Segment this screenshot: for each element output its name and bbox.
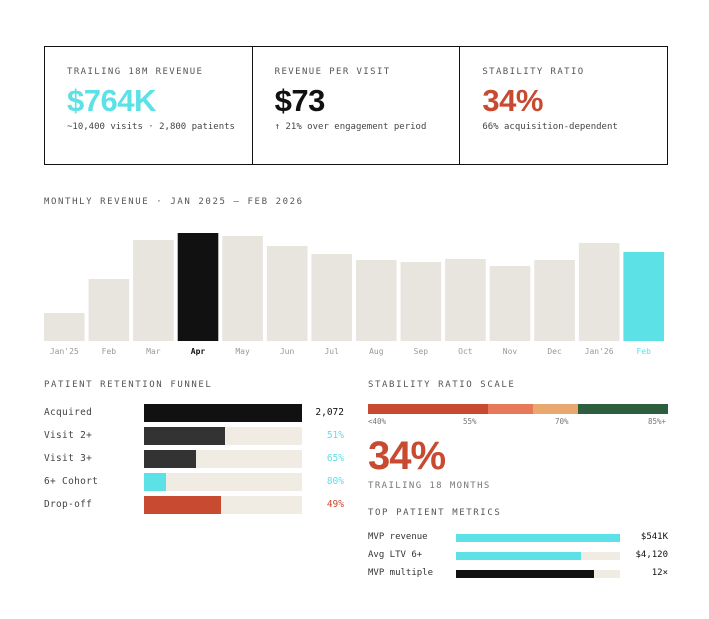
bar-Oct [445,259,486,341]
funnel-bar [144,404,302,422]
bar-Aug [356,260,397,341]
tick-label: Mar [146,347,161,356]
funnel-label: Drop-off [44,499,93,510]
metric-track [456,534,620,542]
funnel-row: Visit 2+ 51% [44,427,354,445]
metrics-title: TOP PATIENT METRICS [368,508,502,518]
kpi-stability-ratio: STABILITY RATIO 34% 66% acquisition-depe… [460,47,667,164]
kpi-label: STABILITY RATIO [482,67,585,77]
funnel-bar [144,450,197,468]
kpi-sub: 66% acquisition-dependent [482,122,618,132]
funnel-label: 6+ Cohort [44,476,99,487]
kpi-revenue-per-visit: REVENUE PER VISIT $73 ↑ 21% over engagem… [253,47,461,164]
metric-label: MVP revenue [368,532,428,542]
tick-label: Jan'25 [50,347,79,356]
bar-Jan'26 [578,243,620,341]
kpi-sub: ↑ 21% over engagement period [274,122,427,132]
metric-row: MVP multiple 12× [368,568,668,580]
tick-label: Nov [503,347,518,356]
bar-Feb [623,252,664,341]
bar-Jun [266,246,308,341]
kpi-value: $73 [274,83,326,118]
funnel-row: Drop-off 49% [44,496,354,514]
funnel-bar [144,496,222,514]
metric-bar [456,570,594,578]
funnel-track [144,473,302,491]
scale-segment [533,404,578,414]
metric-bar [456,552,581,560]
bar-Sep [400,262,442,341]
funnel-bar [144,473,167,491]
funnel-label: Visit 3+ [44,453,93,464]
funnel-label: Acquired [44,407,93,418]
tick-label: Aug [369,347,384,356]
scale-tick: <40% [368,417,387,426]
kpi-value: $764K [67,83,156,118]
scale-segment [368,404,488,414]
funnel-value: 80% [326,476,344,487]
tick-label: Apr [191,347,206,356]
tick-label: Dec [547,347,562,356]
funnel-bar [144,427,225,445]
metric-value: $4,120 [635,550,668,560]
tick-label: May [235,347,250,356]
kpi-value: 34% [482,83,543,118]
metric-track [456,570,620,578]
funnel-row: 6+ Cohort 80% [44,473,354,491]
funnel-row: Acquired 2,072 [44,404,354,422]
bar-Mar [133,240,174,341]
stability-scale-bar [368,404,668,414]
tick-label: Sep [414,347,429,356]
funnel-label: Visit 2+ [44,430,93,441]
metric-label: Avg LTV 6+ [368,550,423,560]
tick-label: Jan'26 [585,347,614,356]
metric-value: 12× [651,568,668,578]
tick-label: Jun [280,347,295,356]
bar-Feb [88,279,130,341]
metric-row: MVP revenue $541K [368,532,668,544]
kpi-label: TRAILING 18M REVENUE [67,67,204,77]
bar-Jan'25 [44,313,85,341]
tick-label: Oct [458,347,473,356]
funnel-title: PATIENT RETENTION FUNNEL [44,380,213,390]
scale-tick: 55% [463,417,477,426]
stability-scale-title: STABILITY RATIO SCALE [368,380,516,390]
funnel-track [144,404,302,422]
bar-Dec [534,260,575,341]
kpi-cards: TRAILING 18M REVENUE $764K ~10,400 visit… [44,46,668,165]
kpi-trailing-revenue: TRAILING 18M REVENUE $764K ~10,400 visit… [45,47,253,164]
scale-tick: 70% [555,417,569,426]
scale-tick: 85%+ [648,417,667,426]
tick-label: Feb [102,347,117,356]
monthly-revenue-title: MONTHLY REVENUE · JAN 2025 – FEB 2026 [44,197,304,207]
kpi-label: REVENUE PER VISIT [274,67,391,77]
tick-label: Feb [636,347,651,356]
metric-value: $541K [640,532,668,542]
bar-Jul [311,254,352,341]
scale-segment [488,404,533,414]
stability-ratio-sub: TRAILING 18 MONTHS [368,481,491,491]
tick-label: Jul [324,347,339,356]
funnel-value: 65% [326,453,344,464]
bar-Apr [177,233,219,341]
metric-row: Avg LTV 6+ $4,120 [368,550,668,562]
funnel-value: 51% [326,430,344,441]
funnel-row: Visit 3+ 65% [44,450,354,468]
funnel-track [144,496,302,514]
funnel-value: 2,072 [315,407,344,418]
kpi-sub: ~10,400 visits · 2,800 patients [67,122,235,132]
funnel-value: 49% [326,499,344,510]
funnel-track [144,450,302,468]
funnel-track [144,427,302,445]
stability-ratio-value: 34% [368,434,446,478]
metric-label: MVP multiple [368,568,434,578]
bar-May [222,236,263,341]
scale-segment [578,404,668,414]
metric-track [456,552,620,560]
bar-Nov [489,266,531,341]
metric-bar [456,534,620,542]
